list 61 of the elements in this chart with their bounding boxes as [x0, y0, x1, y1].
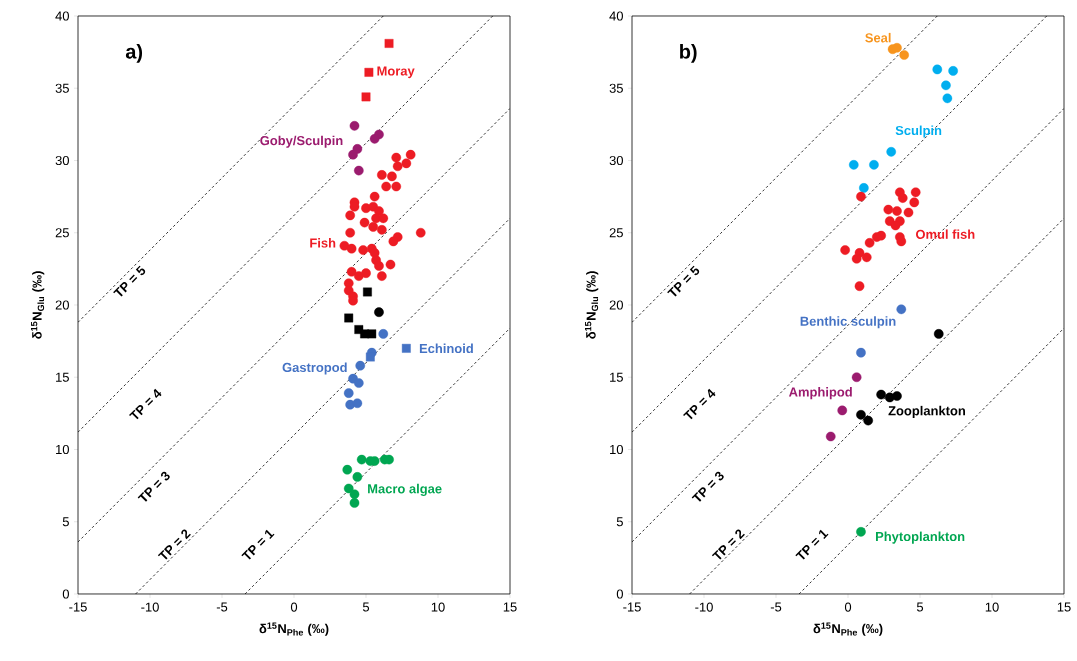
y-tick-label: 20: [609, 300, 623, 310]
y-tick-label: 0: [616, 589, 623, 599]
text: TP = 1: [795, 529, 829, 560]
series-label: Omul fish: [915, 229, 975, 239]
y-tick-label: 15: [56, 372, 69, 382]
text: TP = 4: [683, 388, 716, 420]
series-label: Moray: [377, 66, 415, 79]
y-tick-label: 35: [609, 83, 623, 93]
x-tick-label: 5: [916, 602, 924, 612]
series-label: Sculpin: [895, 125, 942, 138]
y-tick-label: 15: [610, 372, 623, 382]
y-tick-label: 30: [609, 155, 623, 166]
x-tick-label: 5: [362, 602, 370, 612]
y-tick-label: 25: [55, 228, 69, 238]
y-tick-label: 10: [610, 444, 623, 455]
series-label: Amphipod: [788, 387, 852, 400]
x-axis-title: δ$^{15}$N$_{Phe}$ (‰): [259, 622, 329, 636]
x-tick-label: -15: [69, 602, 87, 612]
x-tick-label: 0: [290, 602, 298, 612]
text: b): [680, 44, 697, 63]
y-tick-label: 40: [609, 11, 623, 21]
x-tick-label: -5: [216, 602, 228, 612]
text: TP = 3: [137, 471, 170, 502]
y-axis-title: δ$^{15}$N$_{Glu}$ (‰): [30, 271, 45, 339]
text: TP = 4: [129, 388, 162, 420]
x-tick-label: -10: [141, 602, 159, 612]
x-tick-label: 0: [844, 602, 852, 612]
y-axis-title: δ$^{15}$N$_{Glu}$ (‰): [585, 271, 599, 339]
text: a): [125, 44, 143, 63]
x-tick-label: 15: [503, 602, 517, 612]
series-label: Phytoplankton: [875, 531, 965, 544]
x-tick-label: 15: [1057, 602, 1071, 612]
series-label: Macro algae: [368, 483, 442, 497]
x-tick-label: 10: [431, 602, 445, 612]
series-label: Echinoid: [419, 343, 473, 354]
y-tick-label: 40: [55, 11, 69, 21]
series-label: Seal: [865, 32, 891, 43]
y-tick-label: 30: [55, 155, 69, 166]
text: TP = 3: [691, 471, 724, 502]
text: TP = 5: [113, 265, 146, 297]
series-label: Goby/Sculpin: [260, 135, 343, 148]
series-label: Fish: [310, 238, 336, 248]
y-tick-label: 10: [56, 444, 69, 455]
series-label: Benthic sculpin: [800, 316, 896, 329]
y-tick-label: 25: [609, 228, 623, 238]
y-tick-label: 35: [55, 83, 69, 93]
x-tick-label: -5: [770, 602, 782, 612]
text: TP = 2: [711, 529, 745, 560]
x-tick-label: -15: [623, 602, 641, 612]
y-tick-label: 5: [616, 517, 623, 527]
text: TP = 1: [241, 529, 275, 560]
x-axis-title: δ$^{15}$N$_{Phe}$ (‰): [813, 622, 883, 636]
text: TP = 2: [157, 529, 191, 560]
text: TP = 5: [667, 265, 700, 297]
y-tick-label: 0: [62, 589, 69, 599]
series-label: Gastropod: [282, 362, 347, 375]
y-tick-label: 5: [62, 517, 69, 527]
x-tick-label: 10: [985, 602, 999, 612]
x-tick-label: -10: [695, 602, 713, 612]
series-label: Zooplankton: [888, 405, 965, 418]
y-tick-label: 20: [55, 300, 69, 310]
